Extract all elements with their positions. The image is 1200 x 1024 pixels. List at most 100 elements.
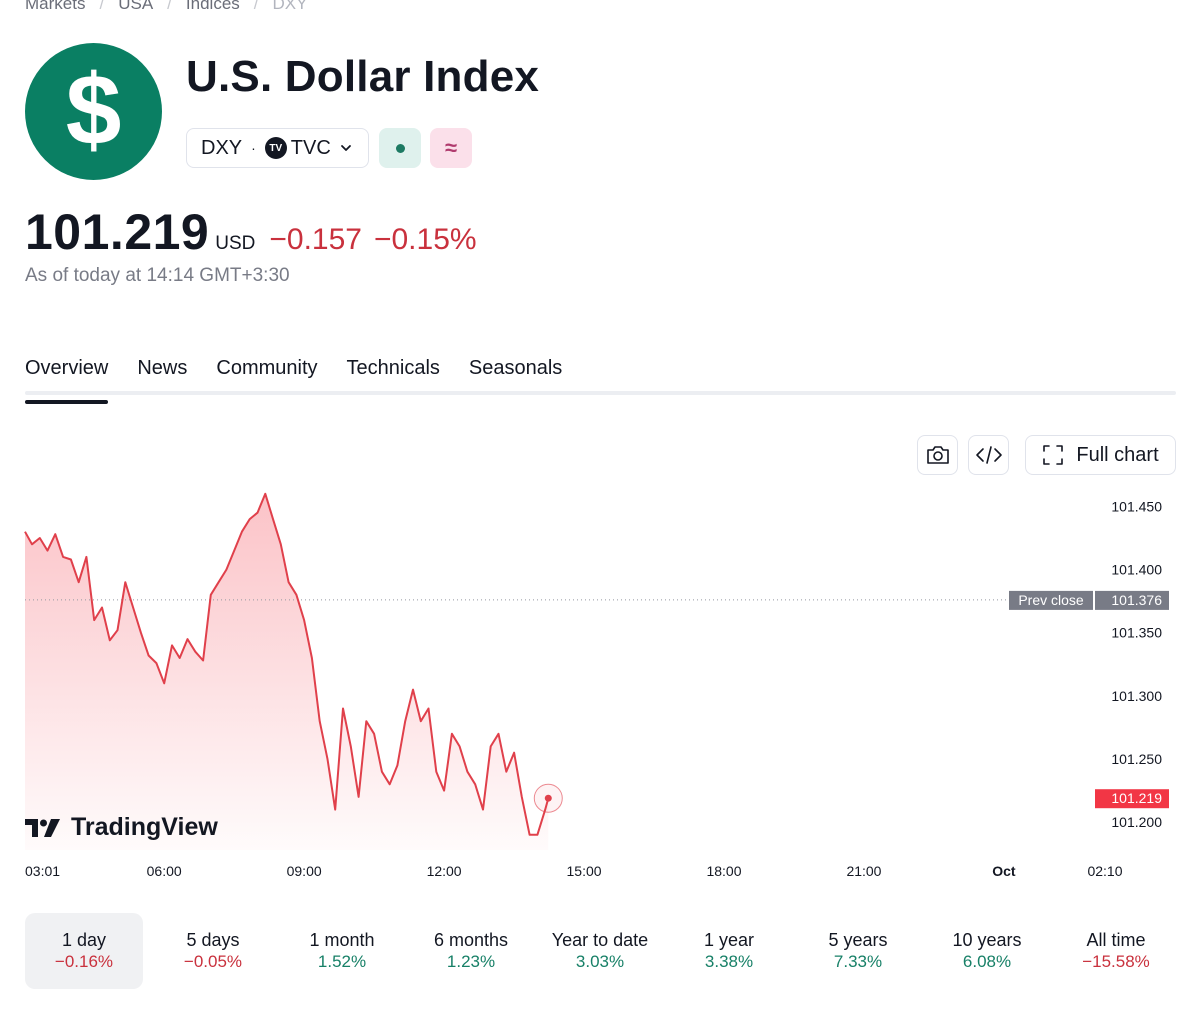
price-point bbox=[310, 656, 314, 660]
tab-technicals[interactable]: Technicals bbox=[346, 357, 440, 379]
code-icon bbox=[975, 446, 1002, 464]
prev-close-label-bg bbox=[1009, 590, 1093, 610]
tradingview-logo-icon bbox=[25, 818, 60, 837]
market-status-dot-icon bbox=[395, 143, 405, 153]
price-point bbox=[108, 638, 112, 642]
snapshot-button[interactable] bbox=[917, 435, 958, 475]
x-tick-label: 15:00 bbox=[567, 863, 602, 879]
period-change: 7.33% bbox=[833, 952, 883, 971]
price-point bbox=[217, 580, 221, 584]
symbol-ticker: DXY bbox=[201, 136, 243, 159]
period-change: 3.03% bbox=[575, 952, 625, 971]
x-tick-label: 06:00 bbox=[147, 863, 182, 879]
period-1-month[interactable]: 1 month 1.52% bbox=[283, 913, 401, 989]
chevron-down-icon bbox=[339, 141, 353, 155]
breadcrumb-separator: / bbox=[99, 0, 105, 13]
period-label: 1 day bbox=[61, 930, 107, 950]
price-change-percent: −0.15% bbox=[373, 223, 477, 256]
price-point bbox=[131, 606, 135, 610]
tab-overview[interactable]: Overview bbox=[25, 357, 109, 404]
price-point bbox=[77, 580, 81, 584]
price-point bbox=[61, 555, 65, 559]
breadcrumb-usa[interactable]: USA bbox=[118, 0, 154, 13]
y-tick-label: 101.250 bbox=[1111, 751, 1162, 767]
prev-close-label: Prev close bbox=[1018, 592, 1084, 608]
price-point bbox=[357, 795, 361, 799]
period-change: −0.05% bbox=[183, 952, 243, 971]
watermark-text: TradingView bbox=[71, 813, 218, 841]
price-point bbox=[38, 536, 42, 540]
approx-icon: ≈ bbox=[444, 135, 458, 160]
price-point bbox=[450, 732, 454, 736]
price-point bbox=[380, 770, 384, 774]
period-6-months[interactable]: 6 months 1.23% bbox=[412, 913, 530, 989]
period-label: All time bbox=[1086, 930, 1146, 950]
last-price-tag: 101.219 bbox=[1111, 790, 1162, 806]
page-title: U.S. Dollar Index bbox=[186, 52, 540, 101]
currency: USD bbox=[215, 233, 256, 254]
period-label: 6 months bbox=[433, 930, 509, 950]
price-point bbox=[209, 593, 213, 597]
price-point bbox=[240, 530, 244, 534]
symbol-exchange: TVC bbox=[290, 136, 331, 159]
fullscreen-icon bbox=[1043, 445, 1064, 465]
period-change: 1.23% bbox=[446, 952, 496, 971]
price-point bbox=[100, 606, 104, 610]
price-point bbox=[30, 542, 34, 546]
period-label: Year to date bbox=[551, 930, 649, 950]
period-5-years[interactable]: 5 years 7.33% bbox=[799, 913, 917, 989]
period-year-to-date[interactable]: Year to date 3.03% bbox=[541, 913, 659, 989]
symbol-separator: · bbox=[251, 140, 256, 156]
price-point bbox=[23, 530, 27, 534]
price-point bbox=[434, 770, 438, 774]
breadcrumb-separator: / bbox=[167, 0, 172, 13]
period-5-days[interactable]: 5 days −0.05% bbox=[154, 913, 272, 989]
price-point bbox=[481, 808, 485, 812]
last-price: 101.219 bbox=[25, 204, 210, 260]
tab-community[interactable]: Community bbox=[216, 357, 318, 379]
breadcrumb-current: DXY bbox=[272, 0, 308, 13]
price-point bbox=[162, 681, 166, 685]
price-point bbox=[442, 789, 446, 793]
embed-button[interactable] bbox=[968, 435, 1009, 475]
price-chart[interactable]: 101.450 101.400 101.350 101.300 101.250 101.2… bbox=[0, 480, 1200, 890]
x-tick-label: 21:00 bbox=[846, 863, 881, 879]
price-point bbox=[186, 637, 190, 641]
price-point bbox=[427, 707, 431, 711]
x-tick-label: Oct bbox=[992, 863, 1016, 879]
price-point bbox=[84, 555, 88, 559]
price-point bbox=[294, 593, 298, 597]
breadcrumb-markets[interactable]: Markets bbox=[25, 0, 86, 13]
tab-seasonals[interactable]: Seasonals bbox=[468, 357, 563, 379]
price-point bbox=[497, 732, 501, 736]
quote-timestamp: As of today at 14:14 GMT+3:30 bbox=[25, 265, 290, 286]
quote: 101.219 USD −0.157 −0.15% bbox=[25, 203, 477, 263]
price-point bbox=[473, 782, 477, 786]
price-point bbox=[69, 558, 73, 562]
y-tick-label: 101.200 bbox=[1111, 814, 1162, 830]
price-point bbox=[287, 580, 291, 584]
data-delay-button[interactable]: ≈ bbox=[430, 128, 472, 168]
breadcrumb-indices[interactable]: Indices bbox=[185, 0, 240, 13]
dollar-logo-icon: $ bbox=[25, 43, 162, 180]
period-10-years[interactable]: 10 years 6.08% bbox=[928, 913, 1046, 989]
price-point bbox=[224, 568, 228, 572]
period-all-time[interactable]: All time −15.58% bbox=[1057, 913, 1175, 989]
tab-divider bbox=[25, 391, 1176, 395]
market-status-button[interactable] bbox=[379, 128, 421, 168]
full-chart-button[interactable]: Full chart bbox=[1025, 435, 1176, 475]
period-label: 1 year bbox=[703, 930, 755, 950]
period-1-day[interactable]: 1 day −0.16% bbox=[25, 913, 143, 989]
price-point bbox=[263, 492, 267, 496]
tradingview-badge-icon: TV bbox=[264, 137, 287, 159]
period-1-year[interactable]: 1 year 3.38% bbox=[670, 913, 788, 989]
breadcrumb-separator: / bbox=[253, 0, 259, 13]
prev-close-marker: Prev close 101.376 bbox=[1009, 590, 1169, 610]
tab-news[interactable]: News bbox=[137, 357, 188, 379]
price-point bbox=[349, 744, 353, 748]
price-point bbox=[388, 782, 392, 786]
symbol-selector[interactable]: DXY · TV TVC bbox=[186, 128, 369, 168]
x-tick-label: 09:00 bbox=[287, 863, 322, 879]
y-tick-label: 101.300 bbox=[1111, 688, 1162, 704]
breadcrumb: Markets / USA / Indices / DXY bbox=[25, 0, 307, 14]
